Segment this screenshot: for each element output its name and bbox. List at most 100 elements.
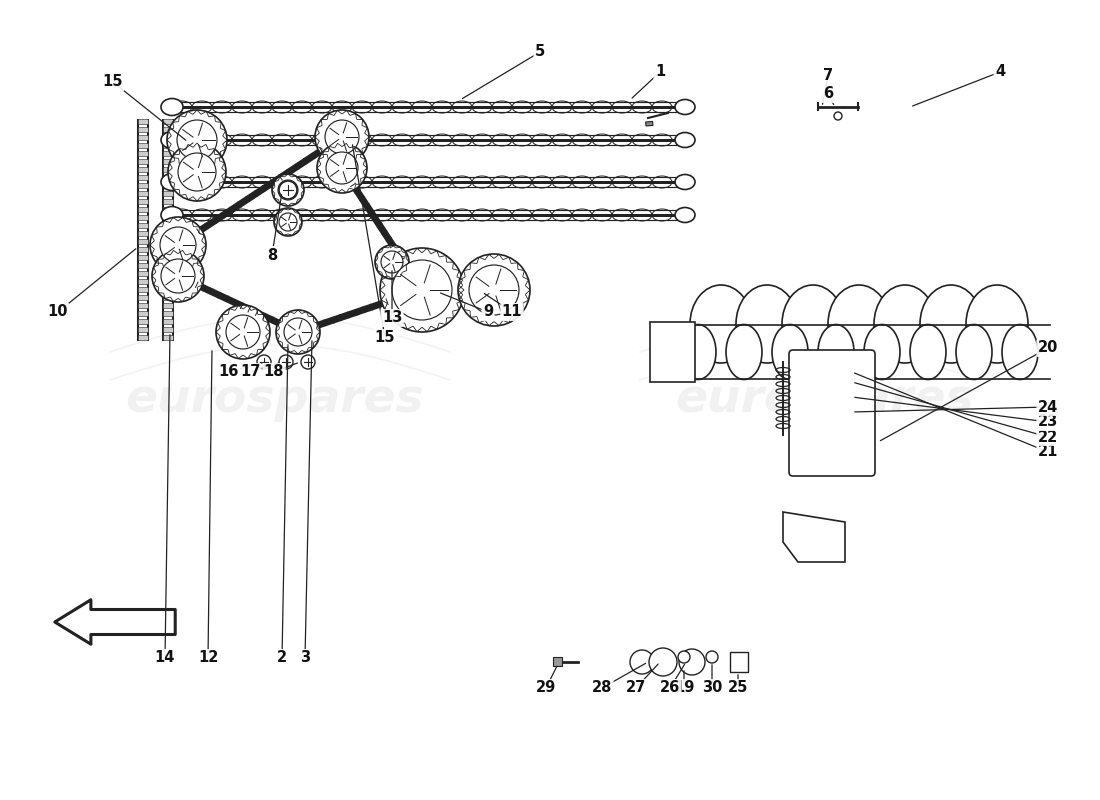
Text: 13: 13 <box>382 310 403 326</box>
Bar <box>163 255 173 260</box>
Circle shape <box>178 153 216 191</box>
Text: 29: 29 <box>536 681 557 695</box>
Bar <box>138 319 148 324</box>
Bar <box>163 287 173 292</box>
Ellipse shape <box>920 285 982 363</box>
Bar <box>138 199 148 204</box>
Bar <box>553 657 562 666</box>
Bar <box>163 335 173 340</box>
Text: eurospares: eurospares <box>675 378 975 422</box>
Bar <box>138 215 148 220</box>
Circle shape <box>216 305 270 359</box>
Bar <box>163 215 173 220</box>
Bar <box>138 255 148 260</box>
Bar <box>138 127 148 132</box>
Bar <box>138 335 148 340</box>
Bar <box>650 322 695 382</box>
Ellipse shape <box>956 325 992 379</box>
Text: 23: 23 <box>1038 414 1058 430</box>
Text: 2: 2 <box>277 650 287 666</box>
Text: 9: 9 <box>483 305 493 319</box>
Bar <box>138 223 148 228</box>
Circle shape <box>167 110 227 170</box>
Bar <box>163 247 173 252</box>
Bar <box>163 135 173 140</box>
Bar <box>138 287 148 292</box>
Ellipse shape <box>161 174 183 190</box>
Bar <box>138 183 148 188</box>
Circle shape <box>278 180 298 200</box>
Circle shape <box>257 355 271 369</box>
Text: 4: 4 <box>994 65 1005 79</box>
Ellipse shape <box>675 99 695 114</box>
Text: 3: 3 <box>300 650 310 666</box>
Ellipse shape <box>818 325 854 379</box>
Circle shape <box>226 315 260 349</box>
Circle shape <box>458 254 530 326</box>
Bar <box>138 279 148 284</box>
Circle shape <box>276 310 320 354</box>
Circle shape <box>161 259 195 293</box>
Bar <box>138 327 148 332</box>
Bar <box>163 271 173 276</box>
Bar <box>163 175 173 180</box>
Circle shape <box>177 120 217 160</box>
Text: 14: 14 <box>155 650 175 666</box>
Circle shape <box>834 112 842 120</box>
Ellipse shape <box>680 325 716 379</box>
Text: 30: 30 <box>702 681 723 695</box>
Bar <box>138 303 148 308</box>
Circle shape <box>678 651 690 663</box>
Text: 18: 18 <box>264 365 284 379</box>
Circle shape <box>301 355 315 369</box>
Ellipse shape <box>864 325 900 379</box>
Bar <box>138 271 148 276</box>
Circle shape <box>152 250 204 302</box>
Text: eurospares: eurospares <box>125 378 425 422</box>
Ellipse shape <box>736 285 798 363</box>
Text: 12: 12 <box>198 650 218 666</box>
Circle shape <box>274 208 302 236</box>
Ellipse shape <box>675 133 695 147</box>
Text: 28: 28 <box>592 681 613 695</box>
Bar <box>163 167 173 172</box>
Bar <box>138 167 148 172</box>
Text: 15: 15 <box>102 74 123 90</box>
Bar <box>138 263 148 268</box>
Text: 11: 11 <box>502 305 522 319</box>
Ellipse shape <box>675 174 695 190</box>
Circle shape <box>168 143 225 201</box>
Bar <box>138 151 148 156</box>
Bar <box>163 295 173 300</box>
Polygon shape <box>783 512 845 562</box>
Ellipse shape <box>910 325 946 379</box>
Bar <box>138 239 148 244</box>
Ellipse shape <box>161 98 183 115</box>
Circle shape <box>315 110 368 164</box>
Circle shape <box>326 152 358 184</box>
Text: 20: 20 <box>1037 341 1058 355</box>
Circle shape <box>649 648 676 676</box>
Circle shape <box>284 318 312 346</box>
Bar <box>138 143 148 148</box>
Bar <box>163 127 173 132</box>
Ellipse shape <box>782 285 844 363</box>
Ellipse shape <box>675 207 695 222</box>
Bar <box>138 135 148 140</box>
Circle shape <box>160 227 196 263</box>
Text: 16: 16 <box>218 365 239 379</box>
Text: 1: 1 <box>654 65 666 79</box>
Circle shape <box>272 174 304 206</box>
Bar <box>163 207 173 212</box>
Circle shape <box>379 248 464 332</box>
Bar <box>163 279 173 284</box>
Bar <box>138 191 148 196</box>
Circle shape <box>469 265 519 315</box>
Bar <box>138 295 148 300</box>
Bar <box>138 231 148 236</box>
Circle shape <box>630 650 654 674</box>
Bar <box>163 159 173 164</box>
Circle shape <box>679 649 705 675</box>
Circle shape <box>706 651 718 663</box>
Bar <box>730 652 748 672</box>
